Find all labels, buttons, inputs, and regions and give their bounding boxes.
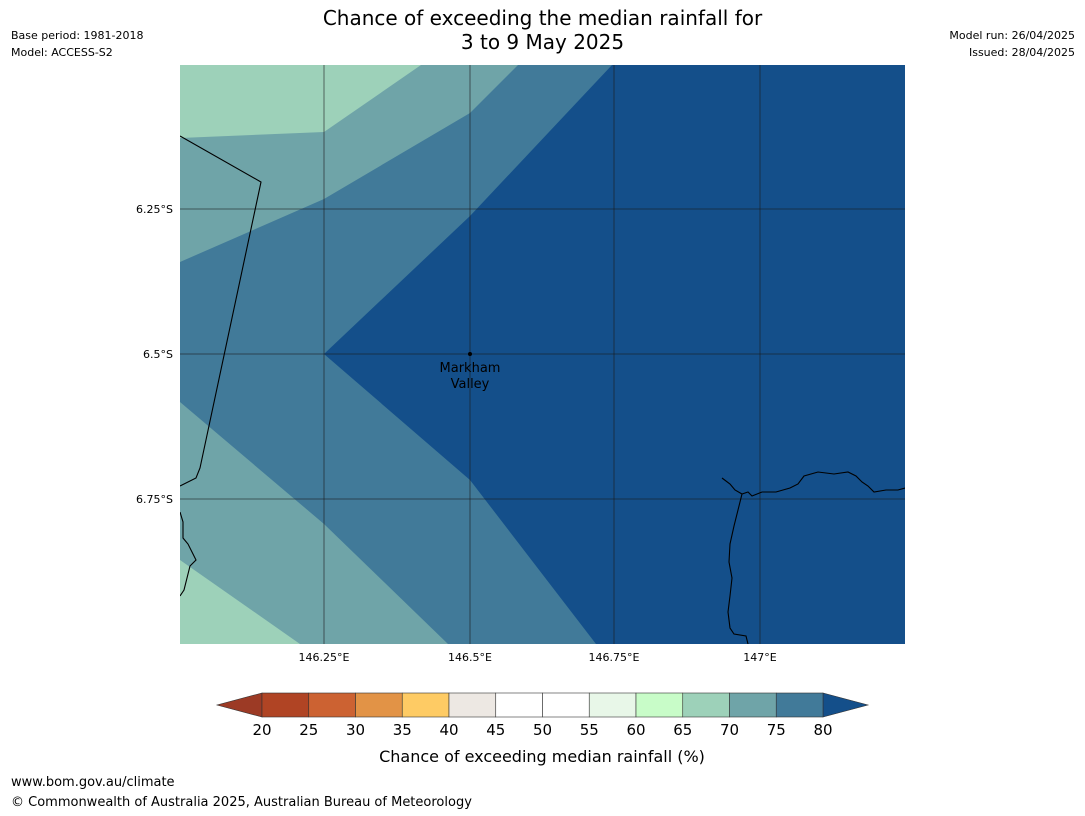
lat-tick-label: 6.5°S — [143, 348, 173, 361]
east-coastline — [721, 471, 905, 497]
map-title: Chance of exceeding the median rainfall … — [0, 6, 1085, 54]
colorbar-cell — [635, 692, 684, 718]
place-label-line-1: Markham — [440, 361, 501, 376]
colorbar-tick-label: 60 — [626, 721, 645, 739]
colorbar-tick-label: 40 — [439, 721, 458, 739]
lat-tick-label: 6.75°S — [136, 493, 173, 506]
province-boundary — [180, 135, 262, 487]
map-panel — [180, 65, 905, 644]
colorbar-label: Chance of exceeding median rainfall (%) — [379, 747, 705, 766]
colorbar-tick-label: 20 — [252, 721, 271, 739]
title-line-2: 3 to 9 May 2025 — [460, 30, 625, 54]
colorbar-cell — [261, 692, 310, 718]
colorbar-ticks: 20 25 30 35 40 45 50 55 60 65 70 75 80 — [252, 721, 832, 739]
colorbar-tick-label: 35 — [393, 721, 412, 739]
lon-tick-label: 146.5°E — [448, 651, 492, 664]
colorbar-cell — [448, 692, 497, 718]
colorbar-cell — [682, 692, 730, 718]
boundaries — [180, 135, 905, 644]
lon-tick-label: 146.75°E — [589, 651, 640, 664]
river-line — [727, 493, 749, 644]
meta-right: Model run: 26/04/2025 Issued: 28/04/2025 — [949, 27, 1075, 61]
colorbar-cell — [729, 692, 777, 718]
colorbar-tick-label: 70 — [720, 721, 739, 739]
colorbar-tick-label: 80 — [813, 721, 832, 739]
footer-url[interactable]: www.bom.gov.au/climate — [11, 775, 175, 790]
model-name: Model: ACCESS-S2 — [11, 46, 113, 59]
colorbar-tick-label: 75 — [767, 721, 786, 739]
colorbar-cell — [401, 692, 450, 718]
title-line-1: Chance of exceeding the median rainfall … — [322, 6, 763, 30]
colorbar-cells — [261, 692, 824, 718]
colorbar-cell — [308, 692, 356, 718]
west-coastline — [180, 511, 197, 597]
colorbar-cell — [355, 692, 403, 718]
meta-left: Base period: 1981-2018 Model: ACCESS-S2 — [11, 27, 143, 61]
colorbar-tick-label: 45 — [486, 721, 505, 739]
lon-tick-label: 147°E — [743, 651, 776, 664]
colorbar-tick-label: 25 — [299, 721, 318, 739]
colorbar-over-arrow — [822, 692, 870, 718]
issued-date: Issued: 28/04/2025 — [968, 46, 1075, 59]
place-label-line-2: Valley — [451, 377, 490, 392]
footer-copyright: © Commonwealth of Australia 2025, Austra… — [11, 795, 472, 810]
colorbar-cell — [588, 692, 637, 718]
lat-tick-label: 6.25°S — [136, 203, 173, 216]
model-run: Model run: 26/04/2025 — [949, 29, 1075, 42]
colorbar-tick-label: 50 — [533, 721, 552, 739]
colorbar-under-arrow — [215, 692, 263, 718]
colorbar-tick-label: 65 — [673, 721, 692, 739]
colorbar-cell — [542, 692, 590, 718]
lon-tick-label: 146.25°E — [299, 651, 350, 664]
lon-tick-labels: 146.25°E 146.5°E 146.75°E 147°E — [299, 651, 777, 664]
lat-tick-labels: 6.25°S 6.5°S 6.75°S — [136, 203, 173, 506]
colorbar-cell — [495, 692, 543, 718]
colorbar-tick-label: 30 — [346, 721, 365, 739]
markham-valley-marker — [468, 352, 472, 356]
colorbar: 20 25 30 35 40 45 50 55 60 65 70 75 80 — [215, 692, 870, 739]
base-period: Base period: 1981-2018 — [11, 29, 144, 42]
colorbar-cell — [775, 692, 824, 718]
colorbar-tick-label: 55 — [580, 721, 599, 739]
